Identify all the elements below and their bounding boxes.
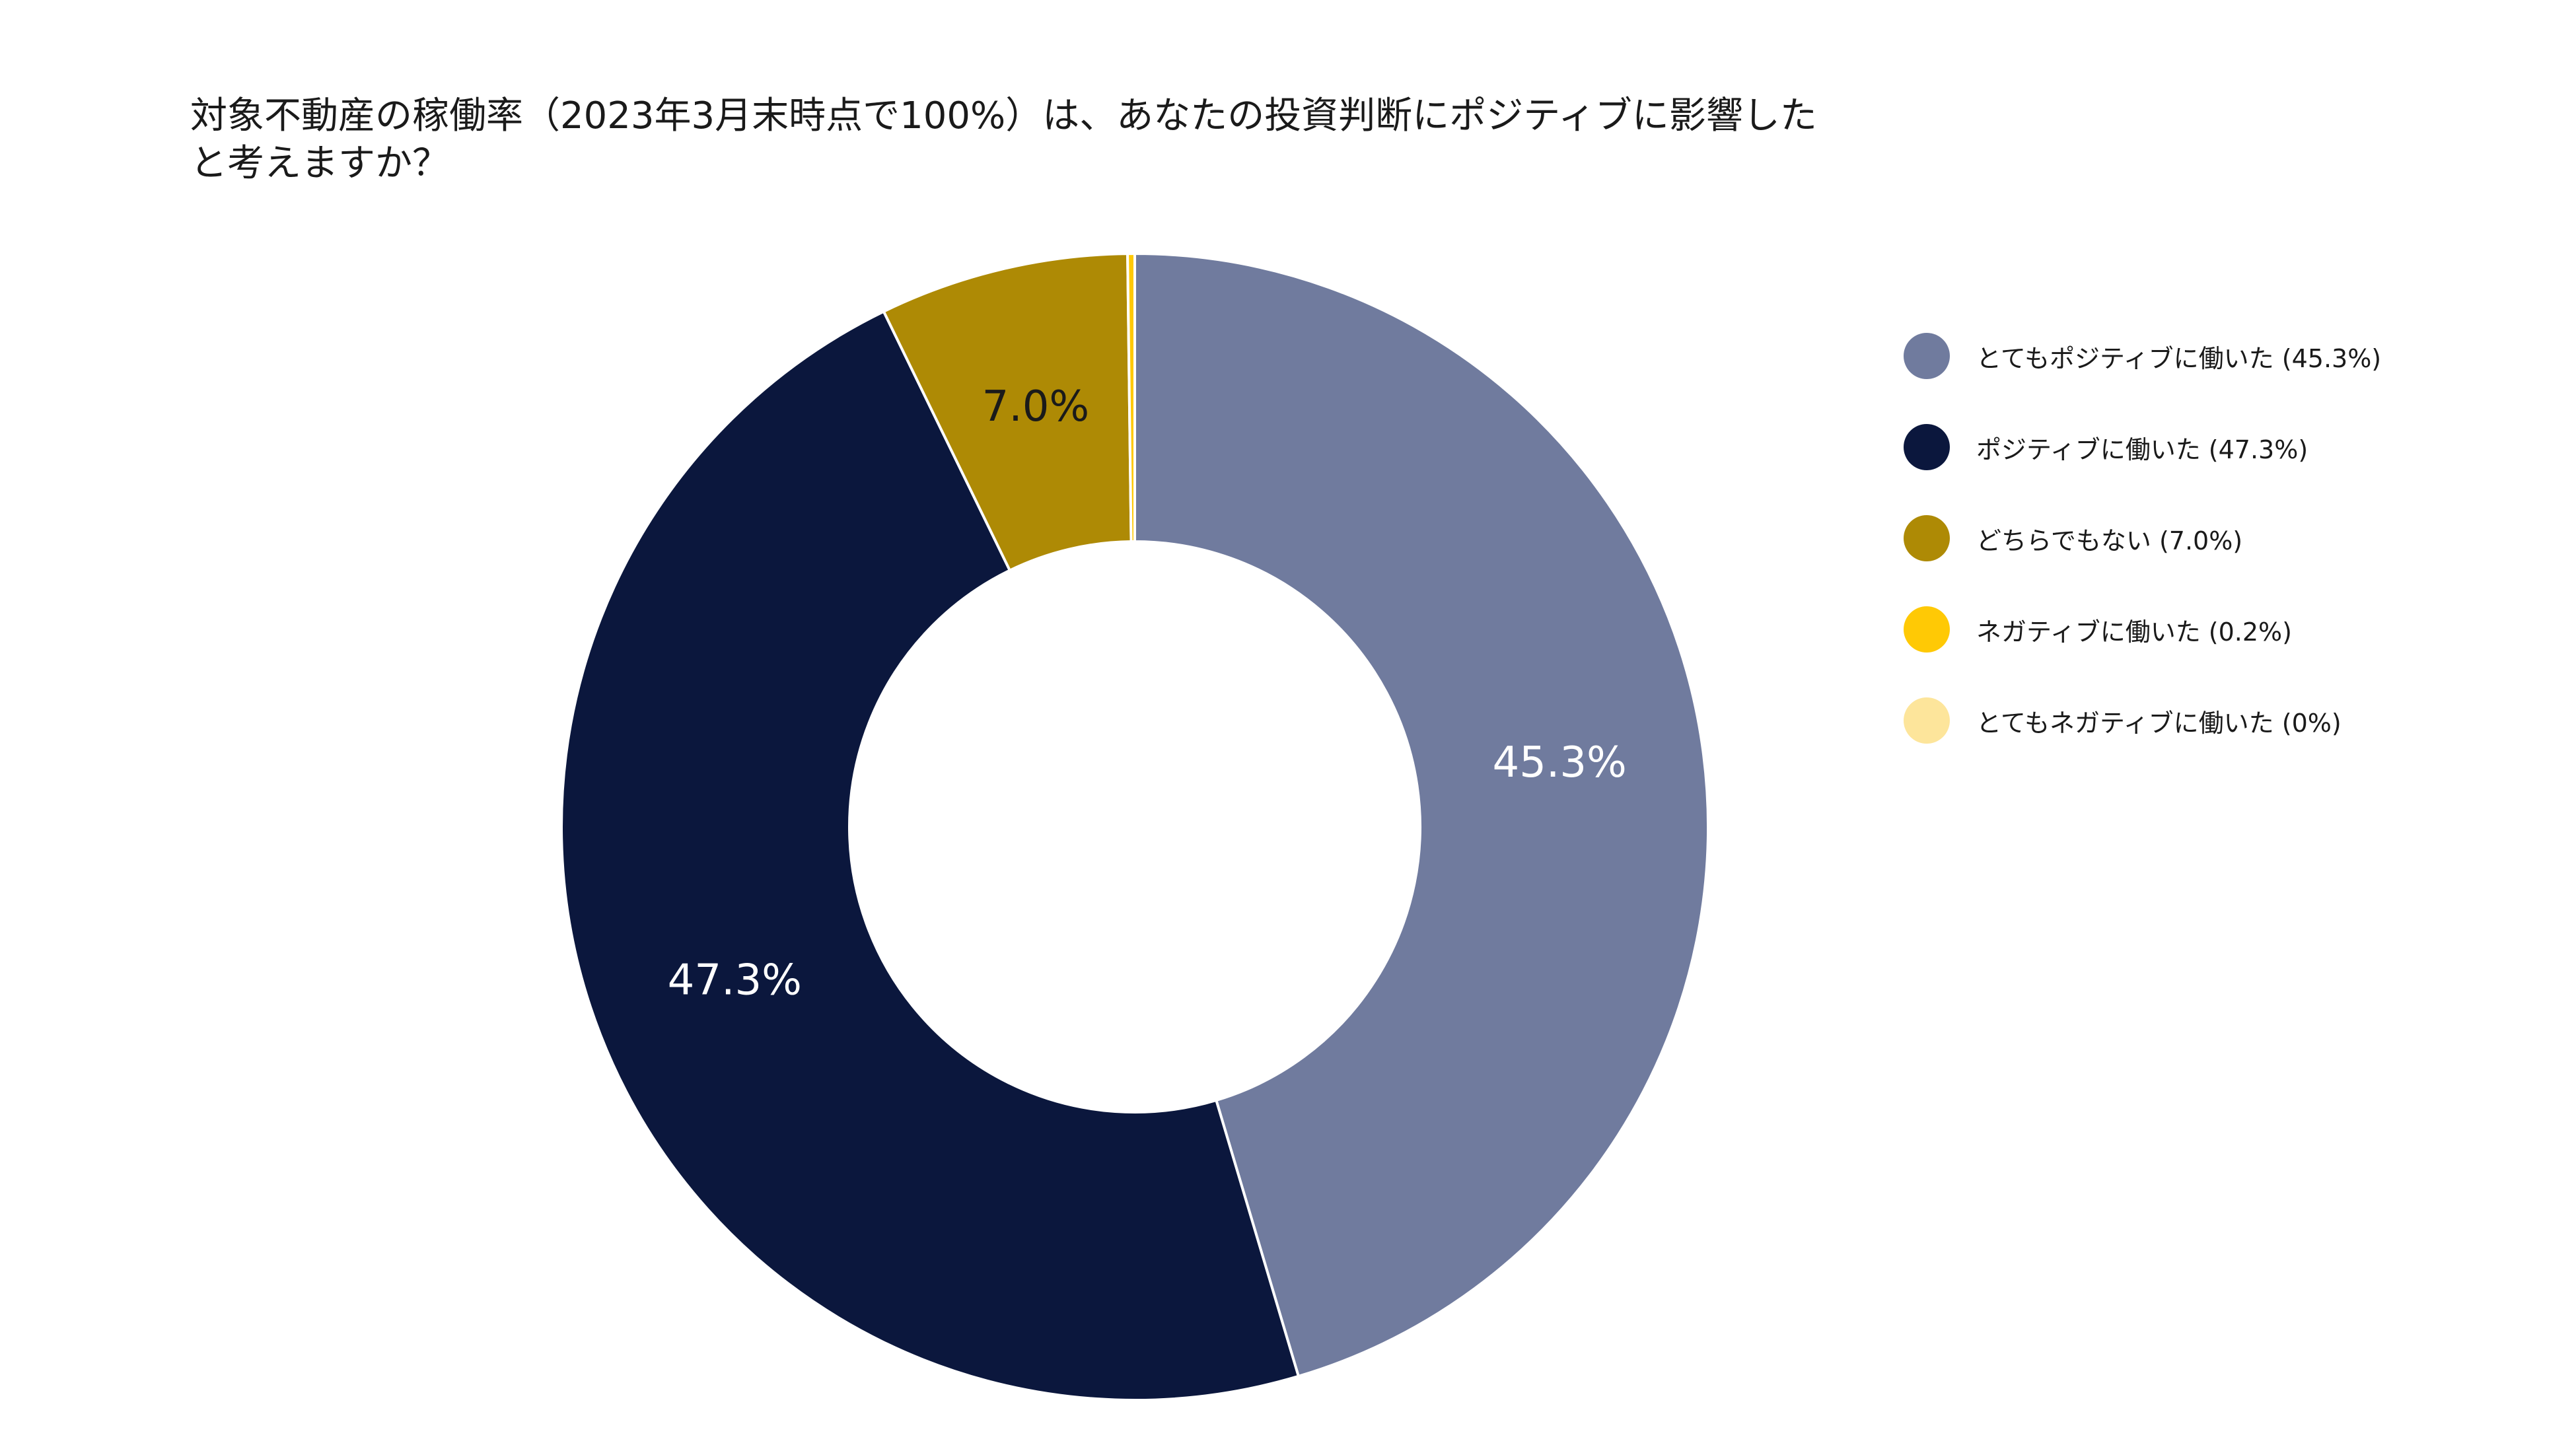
legend-swatch-5 (1904, 697, 1950, 744)
chart-title: 対象不動産の稼働率（2023年3月末時点で100%）は、あなたの投資判断にポジテ… (190, 94, 1817, 185)
legend-swatch-1 (1904, 333, 1950, 379)
legend-swatch-2 (1904, 424, 1950, 470)
legend-item-5: とてもネガティブに働いた (0%) (1904, 675, 2381, 766)
legend-item-3: どちらでもない (7.0%) (1904, 493, 2381, 584)
legend-item-2: ポジティブに働いた (47.3%) (1904, 402, 2381, 493)
legend-label-1: とてもポジティブに働いた (45.3%) (1976, 343, 2382, 373)
donut-slice-3 (882, 252, 1133, 573)
legend-label-3: どちらでもない (7.0%) (1976, 526, 2243, 555)
legend-item-1: とてもポジティブに働いた (45.3%) (1904, 310, 2381, 402)
chart-legend: とてもポジティブに働いた (45.3%) ポジティブに働いた (47.3%) どちら… (1904, 310, 2381, 766)
slice-data-label-2: 47.3% (668, 956, 802, 1005)
donut-slice-4 (1126, 252, 1136, 544)
donut-slice-1 (1133, 252, 1709, 1378)
legend-item-4: ネガティブに働いた (0.2%) (1904, 584, 2381, 675)
legend-label-4: ネガティブに働いた (0.2%) (1976, 617, 2292, 647)
donut-slice-2 (560, 309, 1301, 1401)
legend-label-5: とてもネガティブに働いた (0%) (1976, 708, 2342, 738)
legend-swatch-4 (1904, 606, 1950, 653)
slice-data-labels: 45.3% 47.3% 7.0% (668, 382, 1627, 1005)
legend-label-2: ポジティブに働いた (47.3%) (1976, 435, 2308, 464)
slice-data-label-3: 7.0% (982, 382, 1090, 431)
legend-swatch-3 (1904, 515, 1950, 561)
donut-slices (560, 252, 1709, 1401)
slice-data-label-1: 45.3% (1493, 738, 1627, 787)
